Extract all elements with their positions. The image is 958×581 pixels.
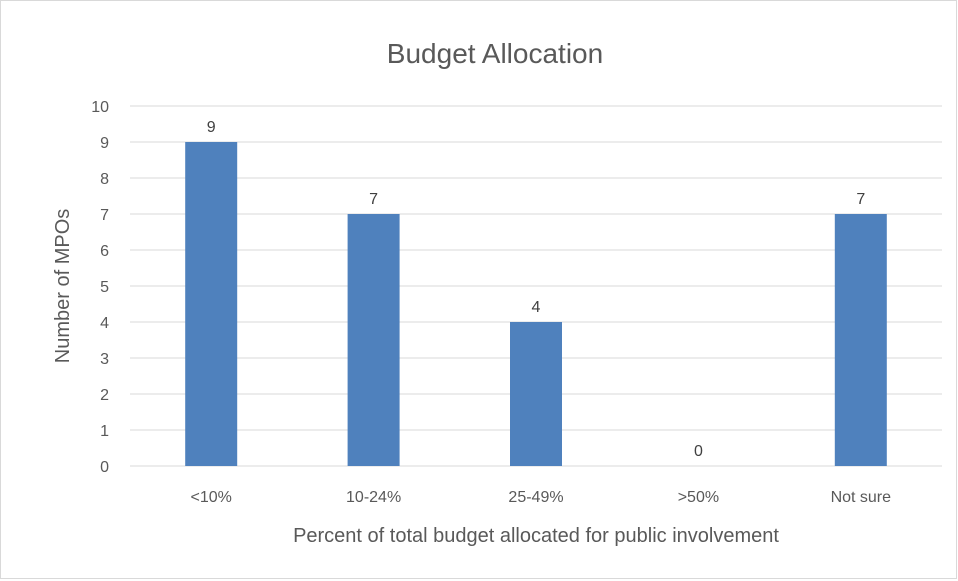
- bar: [834, 214, 887, 466]
- data-label: 7: [856, 191, 865, 208]
- bar: [510, 322, 562, 466]
- y-tick-label: 6: [100, 243, 109, 260]
- y-tick-label: 4: [100, 315, 109, 332]
- y-tick-label: 10: [91, 99, 109, 116]
- y-tick-label: 9: [100, 135, 109, 152]
- x-axis-label: Percent of total budget allocated for pu…: [293, 525, 779, 547]
- chart-title: Budget Allocation: [387, 38, 603, 69]
- x-tick-label: >50%: [678, 489, 719, 506]
- y-tick-label: 2: [100, 387, 109, 404]
- y-tick-label: 0: [100, 459, 109, 476]
- y-tick-label: 1: [100, 423, 109, 440]
- bar: [347, 214, 400, 466]
- data-label: 7: [369, 191, 378, 208]
- data-label: 9: [207, 119, 216, 136]
- data-label: 0: [694, 443, 703, 460]
- y-tick-label: 5: [100, 279, 109, 296]
- bars: [185, 142, 887, 466]
- x-tick-label: <10%: [191, 489, 232, 506]
- y-tick-label: 7: [100, 207, 109, 224]
- data-label: 4: [532, 299, 541, 316]
- x-axis-ticks: <10% 10-24% 25-49% >50% Not sure: [191, 489, 892, 506]
- x-tick-label: Not sure: [831, 489, 892, 506]
- data-labels: 9 7 4 0 7: [207, 119, 866, 460]
- x-tick-label: 25-49%: [508, 489, 563, 506]
- x-tick-label: 10-24%: [346, 489, 401, 506]
- y-tick-label: 3: [100, 351, 109, 368]
- y-axis-label: Number of MPOs: [52, 209, 74, 363]
- bar: [185, 142, 238, 466]
- y-axis-ticks: 0 1 2 3 4 5 6 7 8 9 10: [91, 99, 109, 476]
- y-tick-label: 8: [100, 171, 109, 188]
